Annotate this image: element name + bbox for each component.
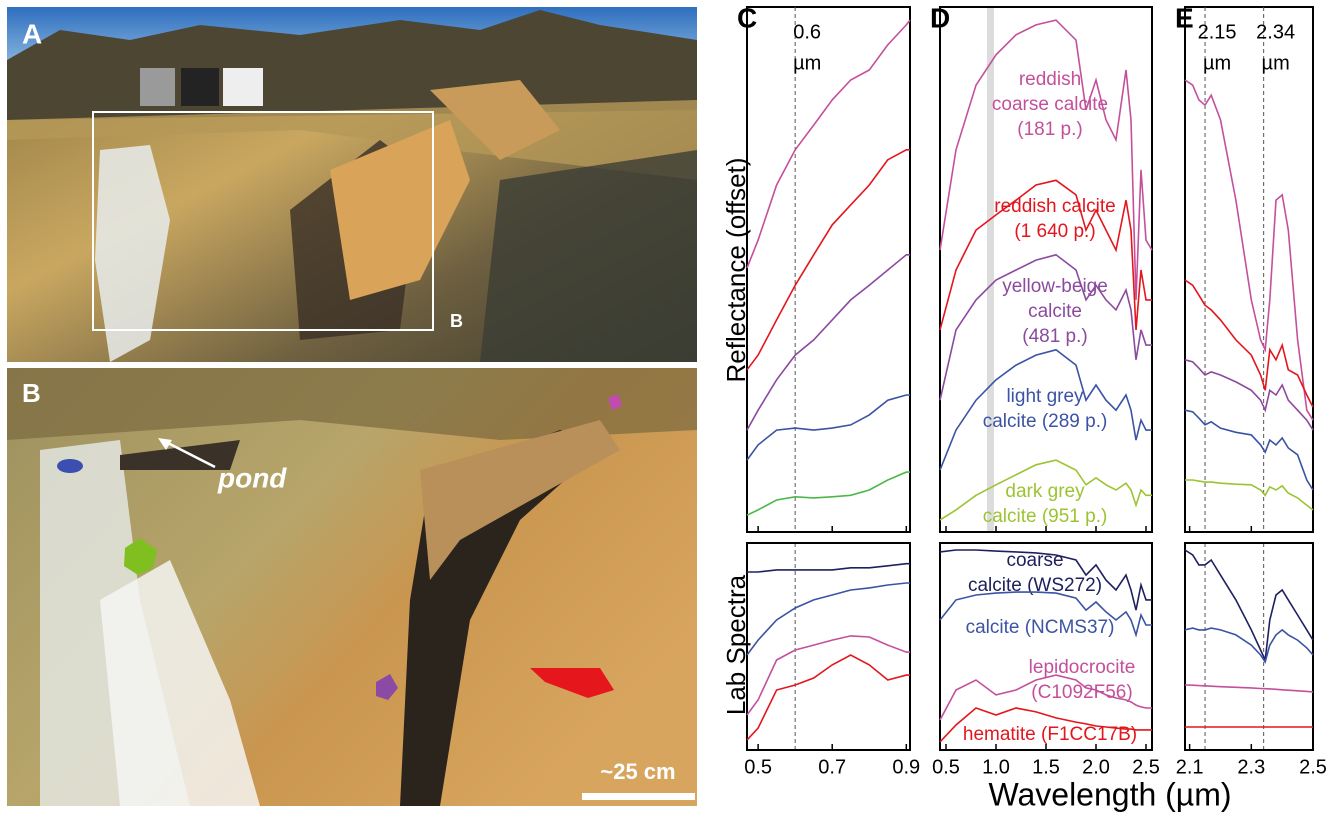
marker-label: 2.34 <box>1256 21 1295 43</box>
figure: A B B pond ~25 cm Reflectance (offset) L… <box>0 0 1343 819</box>
series-label: reddish calcite <box>994 196 1115 217</box>
series-label: calcite (951 p.) <box>983 506 1108 527</box>
x-tick-label: 0.5 <box>932 756 960 778</box>
marker-label: 2.15 <box>1198 21 1237 43</box>
spectrum-line <box>747 655 910 740</box>
x-tick-label: 1.0 <box>982 756 1010 778</box>
series-label: coarse calcite <box>992 94 1108 115</box>
series-label: (181 p.) <box>1017 119 1082 140</box>
series-label: reddish <box>1019 69 1081 90</box>
spectrum-line <box>1185 360 1313 430</box>
x-tick-label: 2.5 <box>1299 756 1327 778</box>
series-label: hematite (F1CC17B) <box>963 724 1137 745</box>
spectrum-line <box>747 255 910 430</box>
spectrum-line <box>747 395 910 460</box>
marker-unit: µm <box>1203 52 1231 74</box>
series-label: (C1092F56) <box>1031 682 1132 703</box>
x-tick-label: 2.5 <box>1132 756 1160 778</box>
x-tick-label: 0.5 <box>744 756 772 778</box>
series-label: light grey <box>1006 386 1084 407</box>
photo-label: B <box>22 378 41 408</box>
series-label: yellow-beige <box>1002 276 1108 297</box>
spectrum-line <box>1185 80 1313 420</box>
series-label: lepidocrocite <box>1029 657 1136 678</box>
scale-label: ~25 cm <box>600 759 675 784</box>
spectrum-line <box>1185 410 1313 490</box>
spectrum-line <box>1185 685 1313 692</box>
photo-a: A B <box>7 7 697 362</box>
spectrum-line <box>747 636 910 715</box>
series-label: dark grey <box>1005 481 1085 502</box>
marker-unit: µm <box>793 52 821 74</box>
spectrum-line <box>1185 480 1313 510</box>
photo-label: A <box>22 18 42 49</box>
marker-unit: µm <box>1262 52 1290 74</box>
panel-label: C <box>737 2 757 33</box>
annotation: pond <box>217 462 287 493</box>
spectrum-line <box>747 150 910 370</box>
box-label: B <box>450 311 463 331</box>
plot-frame <box>747 7 910 532</box>
spectrum-line <box>747 564 910 572</box>
plot-frame <box>1185 543 1313 750</box>
photo-b: B pond ~25 cm <box>7 368 697 806</box>
marker-label: 0.6 <box>793 21 821 43</box>
plot-frame <box>1185 7 1313 532</box>
plot-frame <box>747 543 910 750</box>
series-label: (481 p.) <box>1022 326 1087 347</box>
x-tick-label: 2.1 <box>1176 756 1204 778</box>
series-label: calcite (289 p.) <box>983 411 1108 432</box>
x-tick-label: 2.3 <box>1237 756 1265 778</box>
x-tick-label: 0.9 <box>892 756 920 778</box>
x-tick-label: 0.7 <box>818 756 846 778</box>
panel-label: D <box>930 2 950 33</box>
spectrum-line <box>1185 628 1313 662</box>
x-axis-label: Wavelength (µm) <box>988 776 1231 812</box>
series-label: calcite (NCMS37) <box>966 617 1115 638</box>
series-label: coarse <box>1006 550 1063 571</box>
series-label: calcite <box>1028 301 1082 322</box>
panel-label: E <box>1175 2 1194 33</box>
x-tick-label: 1.5 <box>1032 756 1060 778</box>
spectrum-line <box>747 472 910 515</box>
band <box>987 8 994 531</box>
series-label: (1 640 p.) <box>1014 221 1095 242</box>
spectrum-line <box>940 350 1152 470</box>
x-tick-label: 2.0 <box>1082 756 1110 778</box>
